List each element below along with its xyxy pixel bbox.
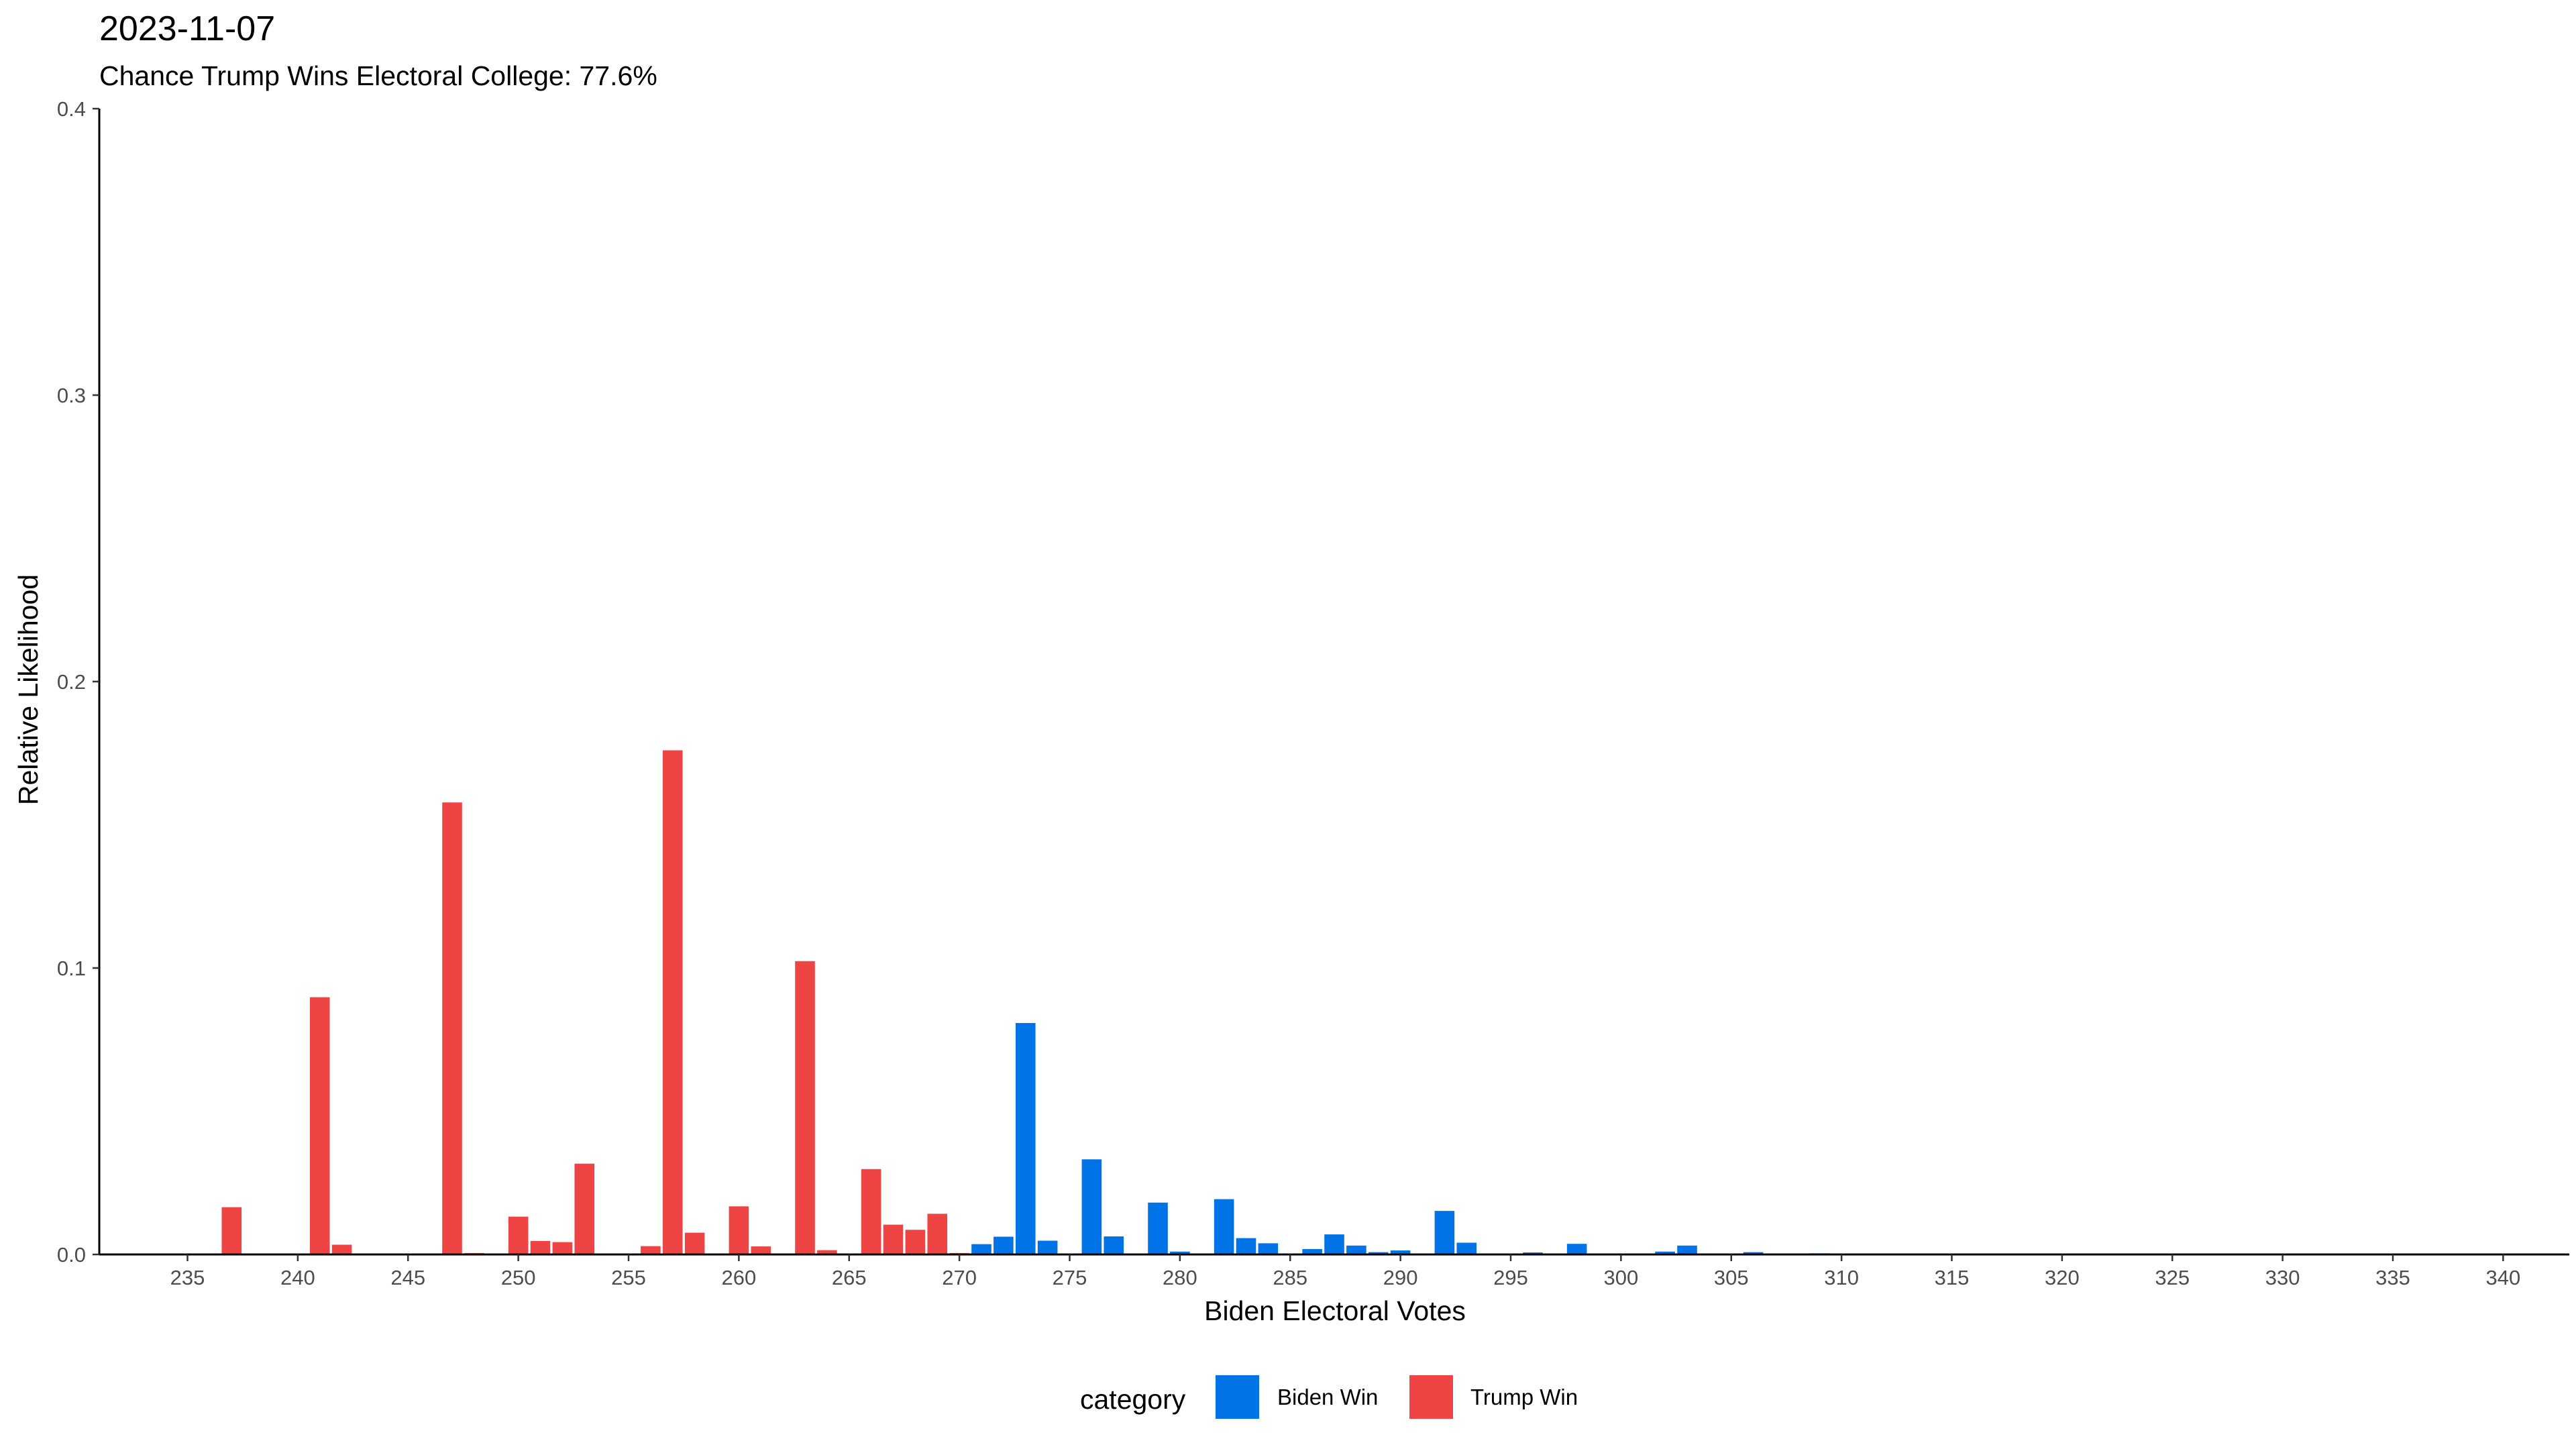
bar-biden-win-288 — [1346, 1245, 1366, 1254]
bar-biden-win-292 — [1434, 1211, 1455, 1254]
bar-trump-win-250 — [508, 1216, 529, 1254]
bar-biden-win-290 — [1390, 1250, 1411, 1254]
bar-trump-win-258 — [684, 1232, 705, 1254]
legend-title: category — [1080, 1384, 1186, 1415]
x-tick-label: 295 — [1493, 1266, 1528, 1289]
bar-biden-win-287 — [1324, 1234, 1344, 1254]
bar-biden-win-303 — [1677, 1245, 1697, 1254]
x-tick-label: 275 — [1053, 1266, 1087, 1289]
bar-biden-win-283 — [1236, 1238, 1256, 1254]
x-tick-label: 280 — [1163, 1266, 1197, 1289]
bar-trump-win-264 — [817, 1250, 837, 1254]
y-tick-label: 0.1 — [57, 957, 86, 980]
bar-trump-win-267 — [883, 1224, 904, 1254]
bar-biden-win-274 — [1037, 1240, 1058, 1254]
legend-label-trump-win: Trump Win — [1470, 1385, 1578, 1409]
bar-trump-win-253 — [574, 1163, 595, 1254]
bar-biden-win-284 — [1258, 1243, 1279, 1254]
x-tick-label: 240 — [280, 1266, 315, 1289]
bar-biden-win-289 — [1368, 1252, 1389, 1254]
bar-biden-win-277 — [1104, 1236, 1124, 1254]
x-tick-label: 300 — [1604, 1266, 1639, 1289]
bar-trump-win-257 — [662, 750, 683, 1254]
y-axis: 0.0 0.1 0.2 0.3 0.4 — [57, 97, 101, 1267]
x-tick-label: 250 — [501, 1266, 536, 1289]
bar-trump-win-261 — [751, 1246, 771, 1254]
x-tick-label: 285 — [1273, 1266, 1307, 1289]
bar-trump-win-263 — [795, 961, 815, 1254]
x-tick-label: 305 — [1714, 1266, 1749, 1289]
bar-trump-win-241 — [309, 997, 330, 1254]
x-tick-label: 310 — [1824, 1266, 1859, 1289]
bar-trump-win-242 — [331, 1244, 352, 1254]
x-tick-label: 265 — [832, 1266, 867, 1289]
bar-trump-win-252 — [552, 1242, 573, 1254]
x-tick-label: 325 — [2155, 1266, 2190, 1289]
bar-biden-win-276 — [1081, 1159, 1102, 1254]
bar-biden-win-279 — [1148, 1202, 1168, 1254]
legend-label-biden-win: Biden Win — [1277, 1385, 1378, 1409]
x-tick-label: 315 — [1935, 1266, 1970, 1289]
legend-swatch-trump-win — [1409, 1375, 1453, 1419]
x-tick-label: 260 — [722, 1266, 757, 1289]
bar-biden-win-280 — [1170, 1251, 1190, 1254]
legend: category Biden Win Trump Win — [1080, 1375, 1578, 1419]
bar-biden-win-286 — [1302, 1248, 1322, 1254]
x-tick-label: 255 — [611, 1266, 646, 1289]
bar-biden-win-306 — [1743, 1252, 1764, 1254]
x-tick-label: 270 — [942, 1266, 977, 1289]
y-tick-label: 0.4 — [57, 97, 86, 121]
x-tick-label: 330 — [2265, 1266, 2300, 1289]
y-tick-label: 0.3 — [57, 384, 86, 407]
legend-swatch-biden-win — [1216, 1375, 1259, 1419]
x-tick-label: 320 — [2045, 1266, 2080, 1289]
y-tick-label: 0.2 — [57, 670, 86, 694]
x-tick-label: 235 — [170, 1266, 205, 1289]
x-axis-title: Biden Electoral Votes — [1204, 1295, 1466, 1326]
y-tick-label: 0.0 — [57, 1243, 86, 1267]
bar-biden-win-298 — [1566, 1244, 1587, 1254]
chart-title: 2023-11-07 — [99, 9, 275, 48]
x-axis: 235 240 245 250 255 260 265 270 275 280 285 290 295 3… — [99, 1253, 2569, 1289]
bar-biden-win-282 — [1214, 1199, 1234, 1254]
bar-trump-win-237 — [221, 1207, 242, 1254]
bars-layer — [221, 750, 1830, 1254]
bar-trump-win-268 — [905, 1230, 926, 1254]
chart-subtitle: Chance Trump Wins Electoral College: 77.… — [99, 60, 657, 91]
x-tick-label: 335 — [2375, 1266, 2410, 1289]
bar-trump-win-266 — [861, 1169, 881, 1254]
bar-biden-win-293 — [1456, 1242, 1477, 1254]
bar-biden-win-272 — [994, 1236, 1014, 1254]
bar-trump-win-269 — [927, 1214, 948, 1254]
bar-trump-win-260 — [729, 1206, 749, 1254]
bar-biden-win-271 — [971, 1244, 991, 1254]
bar-trump-win-247 — [442, 802, 462, 1254]
x-tick-label: 340 — [2486, 1266, 2521, 1289]
x-tick-label: 245 — [390, 1266, 425, 1289]
bar-biden-win-302 — [1655, 1251, 1675, 1254]
x-tick-label: 290 — [1383, 1266, 1418, 1289]
bar-trump-win-256 — [641, 1246, 661, 1254]
bar-trump-win-251 — [530, 1240, 551, 1254]
y-axis-title: Relative Likelihood — [13, 574, 44, 805]
bar-biden-win-273 — [1015, 1022, 1036, 1254]
